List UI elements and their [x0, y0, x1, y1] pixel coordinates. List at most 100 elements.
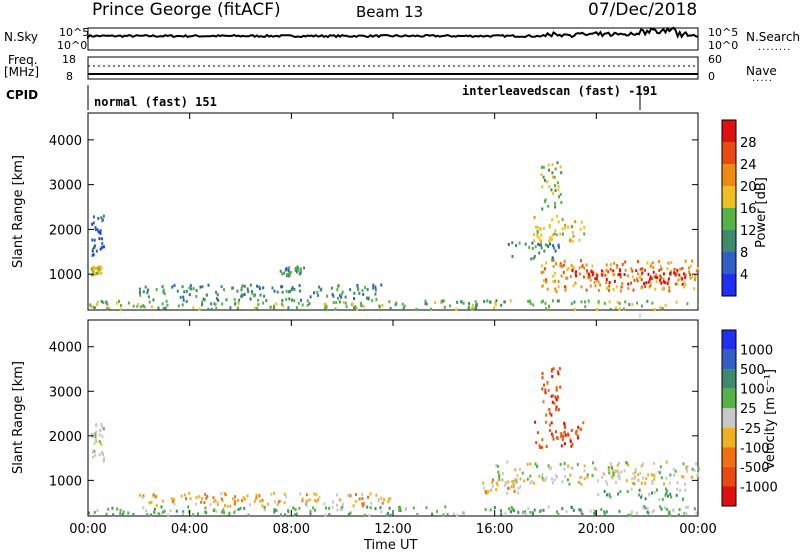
range-cell [667, 279, 670, 283]
range-cell [500, 303, 503, 307]
range-cell [91, 450, 94, 454]
range-cell [654, 287, 657, 291]
range-cell [153, 510, 155, 514]
range-cell [510, 506, 513, 509]
range-cell [144, 285, 147, 289]
range-cell [616, 264, 619, 268]
range-cell [684, 273, 687, 277]
range-cell [388, 506, 391, 510]
range-cell [299, 269, 302, 272]
range-cell [452, 512, 455, 516]
range-cell [570, 225, 573, 229]
range-cell [446, 512, 449, 516]
range-cell [541, 284, 544, 288]
nsearch-tick-high: 10^5 [708, 26, 739, 39]
range-cell [517, 510, 520, 514]
range-cell [593, 280, 596, 284]
range-cell [685, 466, 688, 470]
range-cell [356, 284, 359, 287]
range-cell [378, 499, 381, 503]
range-cell [688, 270, 691, 274]
range-cell [94, 438, 97, 442]
nsky-label: N.Sky [4, 30, 39, 44]
range-cell [686, 505, 689, 509]
range-cell [121, 512, 124, 516]
range-cell [540, 165, 543, 169]
range-cell [616, 265, 619, 269]
range-cell [517, 486, 520, 490]
range-cell [556, 299, 559, 303]
range-cell [570, 263, 573, 267]
colorbar-segment [722, 486, 736, 506]
range-cell [554, 202, 557, 205]
range-cell [561, 480, 564, 484]
range-cell [399, 509, 402, 513]
range-cell [240, 286, 243, 290]
colorbar-tick-label: -500 [740, 461, 770, 476]
nsearch-label: N.Search [746, 30, 800, 44]
range-cell [521, 512, 524, 516]
range-cell [353, 297, 355, 300]
range-cell [580, 300, 583, 304]
range-cell [101, 452, 104, 456]
range-cell [100, 424, 103, 428]
range-cell [641, 267, 644, 271]
range-cell [672, 509, 675, 513]
range-cell [374, 288, 377, 292]
range-cell [91, 435, 93, 438]
range-cell [542, 299, 544, 303]
range-cell [550, 238, 552, 242]
range-cell [212, 496, 215, 500]
range-cell [315, 499, 318, 503]
range-cell [210, 302, 213, 306]
range-cell [665, 491, 668, 495]
range-cell [181, 285, 184, 289]
range-cell [631, 477, 634, 481]
range-cell [568, 482, 571, 486]
range-cell [99, 247, 102, 251]
range-cell [318, 495, 321, 499]
range-cell [536, 464, 539, 468]
range-cell [90, 267, 93, 271]
range-cell [560, 201, 563, 204]
range-cell [456, 300, 459, 304]
range-cell [213, 302, 216, 306]
range-cell [523, 479, 526, 483]
range-cell [101, 245, 104, 249]
range-cell [285, 495, 288, 499]
range-cell [331, 293, 334, 296]
range-cell [682, 475, 685, 479]
range-cell [341, 508, 344, 512]
range-cell [528, 299, 531, 303]
range-cell [620, 470, 623, 474]
range-cell [533, 508, 536, 512]
range-cell [562, 263, 565, 267]
range-cell [324, 302, 327, 306]
range-cell [301, 499, 304, 503]
range-cell [286, 272, 289, 276]
range-cell [495, 488, 498, 492]
range-cell [403, 304, 406, 308]
range-cell [545, 261, 548, 265]
range-cell [540, 243, 543, 247]
range-cell [591, 272, 594, 276]
range-cell [572, 266, 575, 270]
range-cell [530, 257, 533, 261]
nave-tick-high: 60 [708, 53, 722, 66]
range-cell [580, 511, 583, 514]
range-cell [609, 267, 612, 271]
range-cell [509, 299, 512, 303]
range-cell [163, 509, 166, 513]
range-cell [105, 300, 108, 304]
cpid-panel [87, 85, 641, 110]
range-cell [621, 282, 624, 286]
range-cell [674, 282, 677, 286]
range-cell [590, 270, 593, 274]
range-cell [91, 238, 94, 242]
range-cell [514, 477, 517, 481]
freq-panel [87, 56, 699, 80]
range-cell [619, 273, 622, 276]
range-cell [353, 306, 356, 310]
range-cell [564, 475, 567, 479]
range-cell [563, 259, 566, 263]
